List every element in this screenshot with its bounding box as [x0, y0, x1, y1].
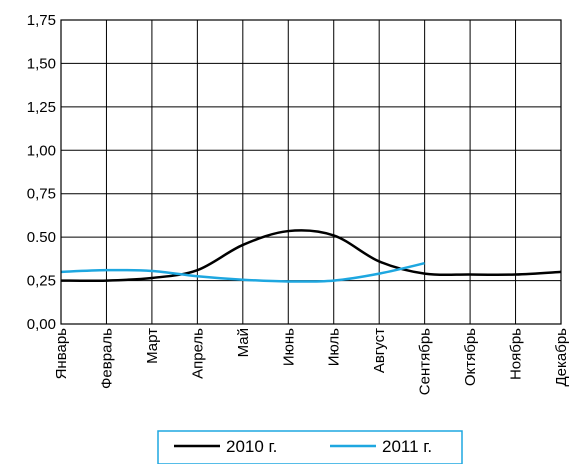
y-tick-label: 1,25 — [27, 99, 56, 116]
y-tick-label: 1,00 — [27, 142, 56, 159]
x-tick-label: Февраль — [98, 328, 115, 389]
y-tick-label: 1,50 — [27, 55, 56, 72]
y-tick-label: 0,00 — [27, 316, 56, 333]
x-tick-label: Декабрь — [553, 328, 569, 387]
y-tick-label: 1,75 — [27, 12, 56, 29]
x-tick-label: Октябрь — [462, 328, 479, 386]
y-tick-label: 0.50 — [27, 229, 56, 246]
x-tick-label: Март — [144, 328, 161, 364]
series-line-1 — [60, 261, 425, 283]
series-line-0 — [60, 229, 562, 283]
x-tick-label: Апрель — [189, 328, 206, 379]
series-lines — [60, 229, 562, 283]
legend-label-2010: 2010 г. — [226, 437, 277, 456]
legend: 2010 г. 2011 г. — [157, 430, 463, 464]
y-tick-label: 0,75 — [27, 186, 56, 203]
x-tick-label: Ноябрь — [508, 328, 525, 380]
x-tick-label: Сентябрь — [417, 328, 434, 395]
x-tick-label: Май — [235, 328, 252, 357]
x-tick-label: Июль — [326, 328, 343, 366]
legend-box — [157, 430, 463, 464]
x-tick-label: Август — [371, 328, 388, 373]
plot-frame — [60, 19, 562, 325]
y-tick-label: 0,25 — [27, 273, 56, 290]
x-tick-label: Январь — [53, 328, 70, 380]
y-tick-labels: 0,00 0,25 0.50 0,75 1,00 1,25 1,50 1,75 — [27, 12, 56, 333]
x-tick-label: Июнь — [280, 328, 297, 366]
legend-label-2011: 2011 г. — [382, 437, 432, 456]
x-tick-labels: Январь Февраль Март Апрель Май Июнь Июль Август… — [53, 328, 569, 395]
